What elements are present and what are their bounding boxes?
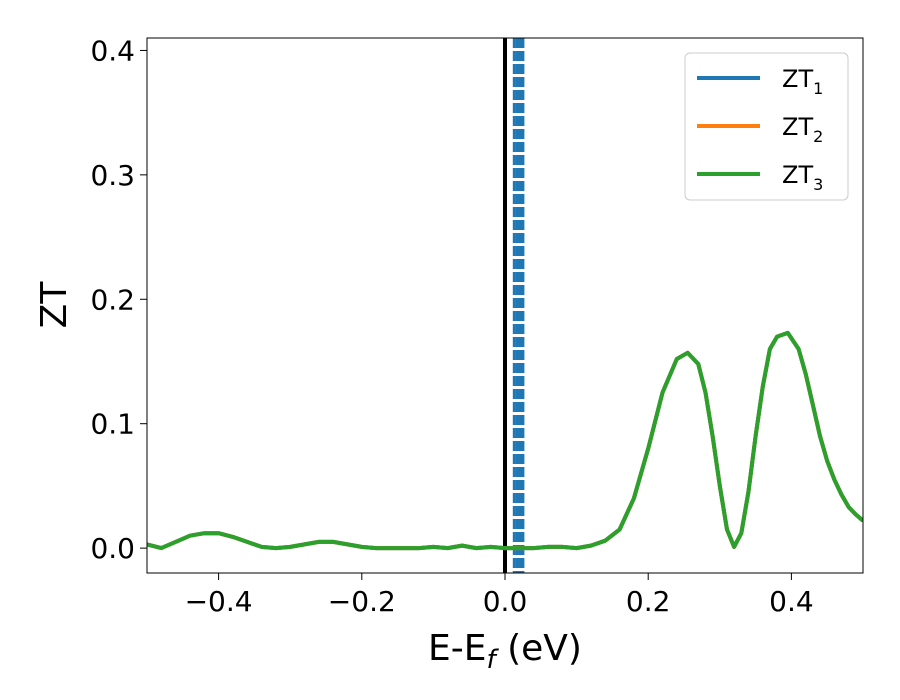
legend-label-zt1: ZT1	[782, 65, 823, 98]
y-tick-label: 0.1	[90, 408, 135, 441]
y-tick-label: 0.4	[90, 34, 135, 67]
plot-content	[147, 38, 863, 573]
legend-box	[684, 52, 849, 201]
y-tick-label: 0.0	[90, 532, 135, 565]
axes: −0.4 −0.2 0.0 0.2 0.4 0.0 0.1 0.2 0.3 0.4	[90, 34, 813, 618]
y-tick-label: 0.2	[90, 283, 135, 316]
x-axis-title-unit: (eV)	[496, 628, 582, 669]
x-tick-label: −0.2	[328, 585, 396, 618]
legend-label-zt3: ZT3	[782, 161, 823, 194]
plot-area	[147, 38, 863, 573]
x-axis-title: E-Ef (eV)	[428, 628, 582, 675]
series-line-zt3	[147, 330, 863, 551]
x-tick-label: 0.4	[769, 585, 814, 618]
legend-label-zt2: ZT2	[782, 113, 823, 146]
legend: ZT1 ZT2 ZT3	[684, 52, 849, 201]
y-axis-title: ZT	[34, 281, 75, 329]
y-tick-label: 0.3	[90, 159, 135, 192]
x-tick-label: −0.4	[185, 585, 253, 618]
x-tick-label: 0.0	[483, 585, 528, 618]
x-tick-label: 0.2	[626, 585, 671, 618]
